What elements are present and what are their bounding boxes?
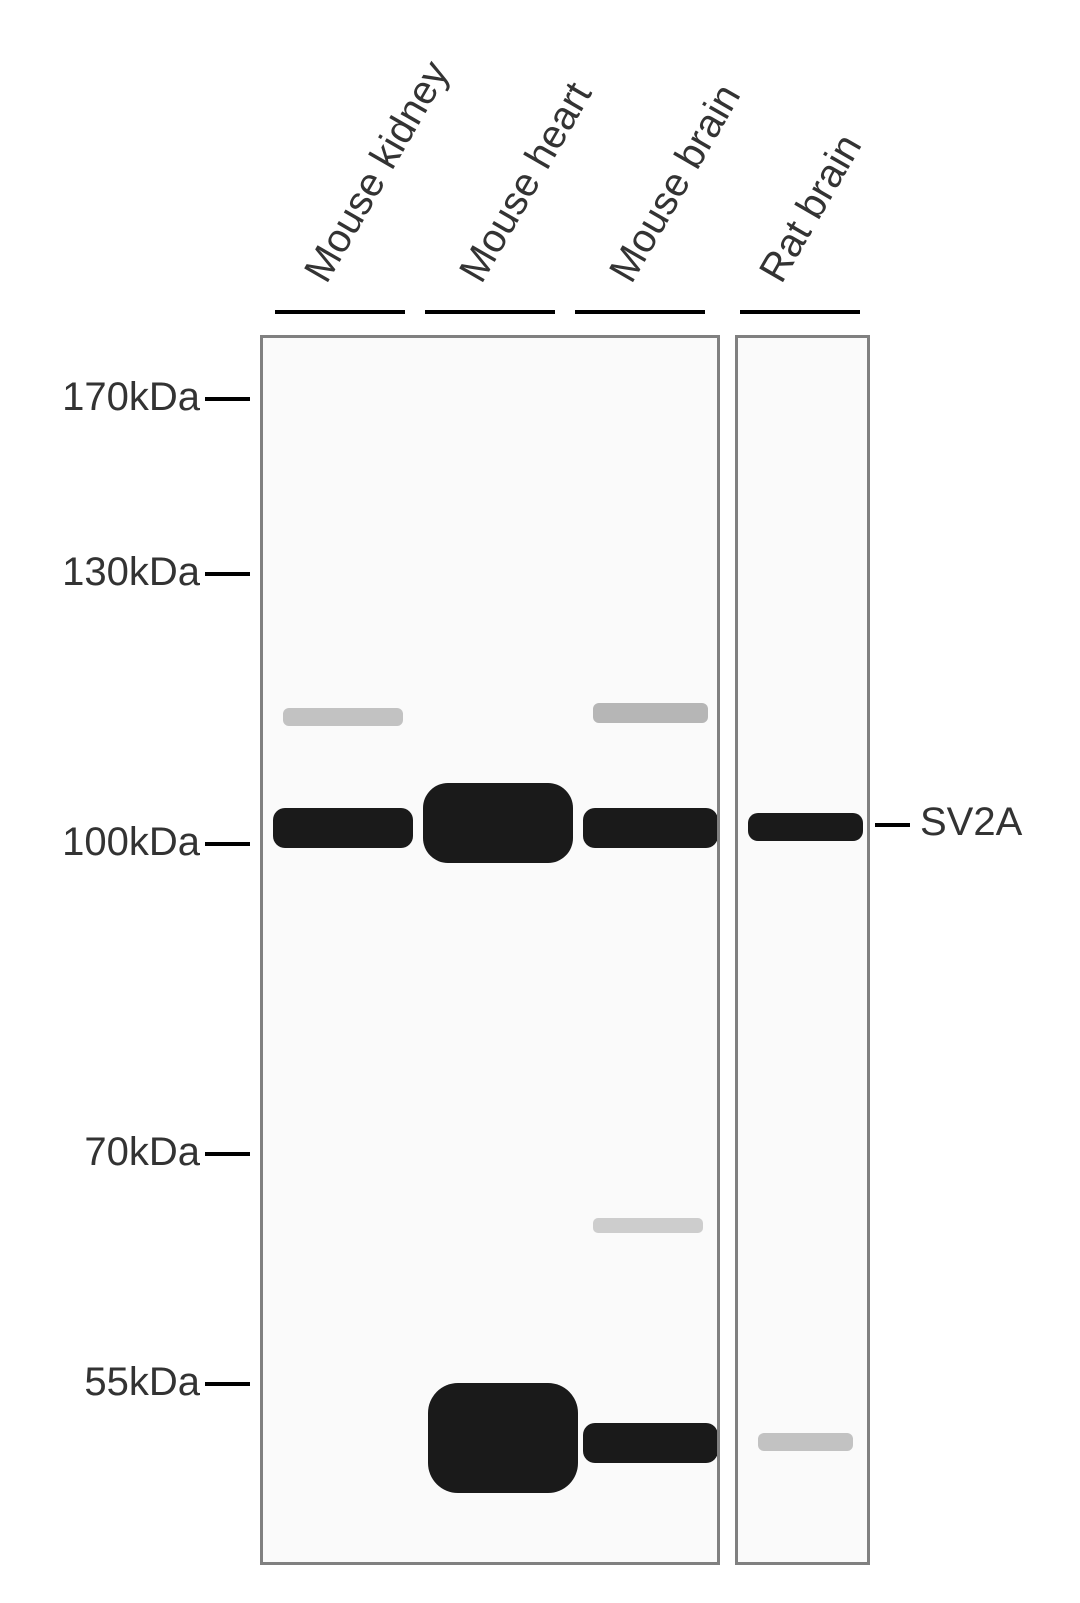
band-faint (593, 1218, 703, 1233)
mw-tick (205, 572, 250, 576)
band (423, 783, 573, 863)
lane-label-3: Mouse brain (601, 77, 750, 290)
mw-label-100: 100kDa (62, 820, 200, 865)
protein-tick (875, 823, 910, 827)
band (748, 813, 863, 841)
band-faint (758, 1433, 853, 1451)
lane-underline (740, 310, 860, 314)
mw-tick (205, 842, 250, 846)
blot-panel-1 (260, 335, 720, 1565)
protein-label-sv2a: SV2A (920, 800, 1022, 845)
lane-label-4: Rat brain (751, 127, 871, 290)
mw-tick (205, 1152, 250, 1156)
lane-label-2: Mouse heart (451, 75, 601, 290)
band-faint (283, 708, 403, 726)
mw-label-130: 130kDa (62, 550, 200, 595)
lane-underline (575, 310, 705, 314)
western-blot-figure: Mouse kidney Mouse heart Mouse brain Rat… (0, 0, 1080, 1603)
band-faint (593, 703, 708, 723)
mw-tick (205, 1382, 250, 1386)
lane-underline (425, 310, 555, 314)
mw-label-170: 170kDa (62, 375, 200, 420)
mw-label-70: 70kDa (84, 1130, 200, 1175)
band (428, 1383, 578, 1493)
mw-tick (205, 397, 250, 401)
mw-label-55: 55kDa (84, 1360, 200, 1405)
band (583, 1423, 718, 1463)
band (273, 808, 413, 848)
lane-underline (275, 310, 405, 314)
blot-panel-2 (735, 335, 870, 1565)
lane-label-1: Mouse kidney (296, 54, 458, 290)
band (583, 808, 718, 848)
